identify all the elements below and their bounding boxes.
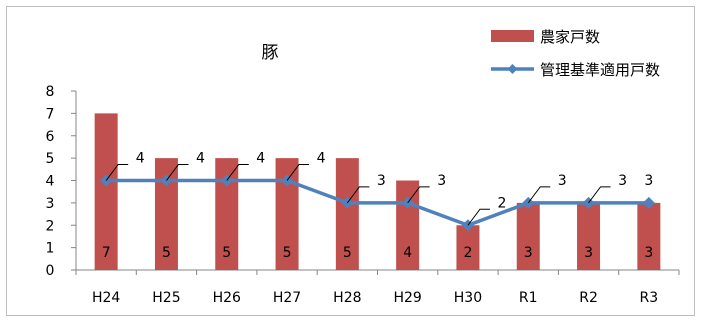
line-label-leader [527, 186, 551, 204]
line-label-leader [105, 164, 129, 181]
bar-value-label: 3 [644, 245, 653, 261]
x-tick-label: H30 [454, 290, 482, 306]
y-tick-label: 8 [46, 84, 55, 100]
bar [215, 158, 239, 270]
chart-title: 豚 [262, 43, 279, 63]
line-value-label: 4 [317, 151, 326, 167]
bar-value-labels: 7 5 5 5 5 4 2 3 3 3 [102, 245, 654, 261]
series-line [106, 178, 649, 227]
y-tick-label: 3 [46, 196, 55, 212]
bar-series [94, 113, 661, 270]
bar-value-label: 5 [343, 245, 352, 261]
bar [516, 202, 540, 270]
bar-value-label: 5 [222, 245, 231, 261]
x-tick-label: R1 [519, 290, 538, 306]
bar [275, 158, 299, 270]
x-tick-label: H29 [393, 290, 421, 306]
line-label-leader [346, 186, 370, 204]
bar-value-label: 5 [162, 245, 171, 261]
line-value-label: 4 [136, 151, 145, 167]
legend-swatch-bar [491, 30, 534, 42]
line-value-labels: 4 4 4 4 3 3 2 3 3 3 [105, 151, 653, 226]
legend-label-bar: 農家戸数 [540, 28, 600, 46]
line-value-label: 3 [377, 173, 386, 189]
line-label-leader [286, 164, 310, 181]
line-value-label: 4 [256, 151, 265, 167]
bar-value-label: 2 [463, 245, 472, 261]
y-ticks: 0 1 2 3 4 5 6 7 8 [46, 84, 76, 279]
line-label-leader [407, 186, 430, 204]
line-label-leader [588, 186, 611, 204]
bar-value-label: 3 [584, 245, 593, 261]
axes: 0 1 2 3 4 5 6 7 8 H24 H25 H26 H27 H28 H29 H30 R1 R2 R3 [46, 84, 680, 306]
bar [94, 113, 118, 270]
legend: 農家戸数 管理基準適用戸数 [491, 28, 660, 79]
x-tick-label: H25 [152, 290, 180, 306]
y-tick-label: 4 [46, 174, 55, 190]
y-tick-label: 5 [46, 151, 55, 167]
y-tick-label: 7 [46, 106, 55, 122]
line-value-label: 3 [437, 173, 446, 189]
bar [456, 225, 480, 270]
x-tick-label: H28 [333, 290, 361, 306]
x-tick-label: R2 [579, 290, 598, 306]
bar [637, 202, 661, 270]
line-value-label: 3 [618, 173, 627, 189]
bar-value-label: 3 [524, 245, 533, 261]
y-tick-label: 6 [46, 129, 55, 145]
y-tick-label: 1 [46, 241, 55, 257]
legend-label-line: 管理基準適用戸数 [540, 61, 660, 79]
x-tick-label: R3 [640, 290, 659, 306]
x-tick-label: H26 [213, 290, 241, 306]
line-value-label: 4 [196, 151, 205, 167]
line-label-leader [467, 208, 490, 226]
line-value-label: 3 [644, 173, 653, 189]
bar [154, 158, 178, 270]
bar-value-label: 7 [102, 245, 111, 261]
x-ticks: H24 H25 H26 H27 H28 H29 H30 R1 R2 R3 [75, 270, 680, 306]
x-tick-label: H27 [273, 290, 301, 306]
bar-value-label: 5 [283, 245, 292, 261]
line-point [642, 196, 655, 209]
line-value-label: 3 [558, 173, 567, 189]
y-tick-label: 0 [46, 263, 55, 279]
x-tick-label: H24 [92, 290, 120, 306]
bar-value-label: 4 [403, 245, 412, 261]
bar [335, 158, 359, 270]
line-value-label: 2 [497, 195, 506, 211]
line-label-leader [226, 164, 249, 181]
y-tick-label: 2 [46, 218, 55, 234]
bar [577, 202, 601, 270]
line-label-leader [166, 164, 189, 181]
legend-swatch-marker [507, 64, 518, 74]
